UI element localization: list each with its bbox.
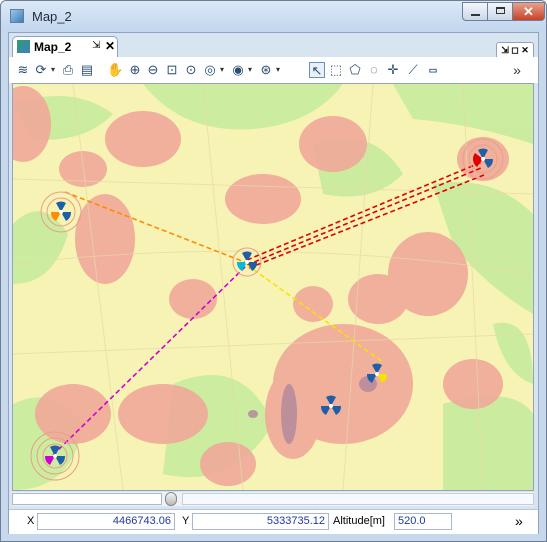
x-label: X (27, 515, 35, 527)
altitude-label: Altitude[m] (333, 515, 385, 527)
tab-strip: Map_2 ⇲ ✕ ⇲ ◻ ✕ (9, 33, 538, 58)
status-bar: X 4466743.06 Y 5333735.12 Altitude[m] 52… (9, 509, 538, 534)
map-canvas[interactable] (12, 83, 534, 491)
zoom-extent-icon[interactable]: ⊙ (185, 62, 197, 77)
tab-map-2[interactable]: Map_2 ⇲ ✕ (12, 36, 118, 57)
pin-icon[interactable]: ⇲ (92, 40, 101, 51)
y-label: Y (182, 515, 190, 527)
tab-label: Map_2 (34, 40, 72, 54)
link-lines (52, 161, 485, 456)
site-top-right[interactable] (473, 148, 494, 168)
close-button[interactable]: ✕ (512, 2, 545, 21)
measure-icon[interactable]: ⟋ (408, 62, 418, 77)
link-yellow (246, 264, 384, 363)
scroll-track[interactable] (182, 493, 534, 505)
refresh-icon[interactable]: ⟳ (35, 62, 47, 77)
chevron-down-icon[interactable]: ▾ (247, 65, 252, 74)
altitude-field[interactable]: 520.0 (394, 513, 452, 530)
zoom-scale-icon[interactable]: ⊛ (260, 62, 272, 77)
map-toolbar: ≋ ⟳ ▾ ⎙ ▤ ✋ ⊕ ⊖ ⊡ ⊙ ◎ ▾ ◉ ▾ ⊛ ▾ ↖ ⬚ ⬠ ◌ … (9, 57, 538, 83)
y-coordinate-field[interactable]: 5333735.12 (192, 513, 329, 530)
crosshair-icon[interactable]: ✛ (387, 62, 399, 77)
site-top-left[interactable] (50, 201, 72, 221)
scroll-field[interactable] (12, 493, 162, 505)
map-panel: Map_2 ⇲ ✕ ⇲ ◻ ✕ ≋ ⟳ ▾ ⎙ ▤ ✋ ⊕ ⊖ ⊡ ⊙ ◎ ▾ … (8, 32, 539, 534)
pink-coverage (13, 86, 509, 486)
layers-icon[interactable]: ≋ (17, 62, 29, 77)
site-center-low[interactable] (320, 395, 342, 415)
link-red-2 (246, 167, 482, 266)
link-orange (64, 191, 248, 264)
link-red-3 (248, 174, 485, 269)
app-icon (10, 9, 24, 23)
toolbar-more-icon[interactable]: » (513, 62, 521, 78)
status-more-icon[interactable]: » (515, 513, 523, 529)
scroll-thumb[interactable] (165, 492, 177, 506)
zoom-box-icon[interactable]: ⊡ (166, 62, 178, 77)
chevron-down-icon[interactable]: ▾ (219, 65, 224, 74)
zoom-layer-icon[interactable]: ◎ (204, 62, 216, 77)
minimize-button[interactable] (462, 2, 488, 21)
horizontal-scrollbar[interactable] (12, 492, 534, 506)
zoom-in-icon[interactable]: ⊕ (129, 62, 141, 77)
print-icon[interactable]: ⎙ (62, 62, 74, 77)
maximize-button[interactable] (487, 2, 513, 21)
select-polygon-icon[interactable]: ⬠ (349, 62, 361, 77)
chevron-down-icon[interactable]: ▾ (50, 65, 55, 74)
scale-bar-icon[interactable]: ▭ (428, 65, 438, 75)
site-mid-right[interactable] (366, 363, 388, 383)
link-red-1 (246, 161, 483, 261)
site-bottom-left[interactable] (44, 445, 66, 465)
site-rings (30, 138, 504, 481)
zoom-selection-icon[interactable]: ◉ (232, 62, 244, 77)
title-bar[interactable]: Map_2 ✕ (1, 1, 546, 31)
x-coordinate-field[interactable]: 4466743.06 (37, 513, 175, 530)
chevron-down-icon[interactable]: ▾ (275, 65, 280, 74)
link-magenta (52, 264, 248, 456)
tab-close-icon[interactable]: ✕ (105, 39, 116, 53)
pan-icon[interactable]: ✋ (107, 62, 124, 77)
street-lines (13, 84, 533, 490)
view-controls[interactable]: ⇲ ◻ ✕ (496, 42, 534, 57)
site-center[interactable] (236, 251, 258, 271)
select-rect-icon[interactable]: ⬚ (329, 62, 343, 77)
zoom-out-icon[interactable]: ⊖ (147, 62, 159, 77)
coverage-map[interactable] (13, 84, 533, 490)
select-arrow-icon[interactable]: ↖ (309, 62, 325, 78)
save-icon[interactable]: ▤ (80, 62, 94, 77)
map-icon (17, 40, 30, 53)
select-circle-icon[interactable]: ◌ (370, 62, 378, 77)
window-title: Map_2 (32, 9, 72, 24)
